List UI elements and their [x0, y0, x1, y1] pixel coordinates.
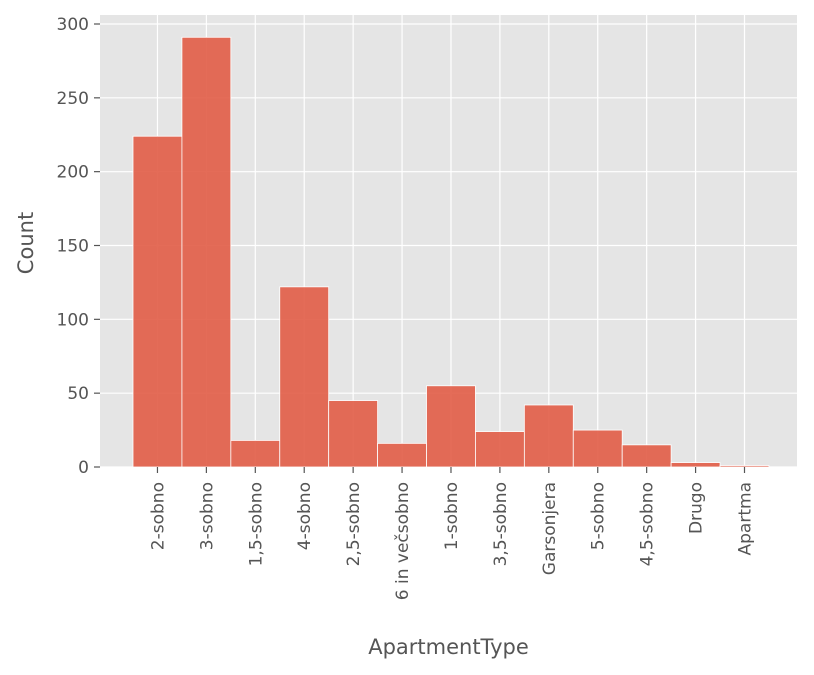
x-tick-label: 3-sobno: [197, 482, 217, 550]
y-tick-label: 300: [57, 15, 89, 35]
y-tick-label: 150: [57, 237, 89, 257]
x-tick-label: 3,5-sobno: [491, 482, 511, 566]
axis-ticks: 0 50 100 150 200 250 300 2-sobno 3-sobno 1,5-sobn…: [57, 15, 756, 600]
bar: [279, 286, 330, 468]
x-tick-label: 2-sobno: [148, 482, 168, 550]
x-tick-label: 4,5-sobno: [638, 482, 658, 566]
x-tick-label: 1-sobno: [442, 482, 462, 550]
bar: [377, 442, 427, 468]
y-tick-label: 200: [57, 163, 89, 183]
bar: [132, 135, 183, 468]
x-tick-label: Drugo: [687, 482, 707, 534]
bars: [132, 36, 770, 468]
x-tick-label: Garsonjera: [540, 482, 560, 575]
bar: [230, 440, 281, 468]
bar: [670, 462, 721, 468]
x-tick-label: 4-sobno: [295, 482, 315, 550]
bar: [621, 444, 672, 468]
x-tick-label: 5-sobno: [589, 482, 609, 550]
y-tick-label: 250: [57, 89, 89, 109]
bar: [475, 431, 525, 468]
bar: [523, 404, 574, 468]
y-tick-label: 100: [57, 310, 89, 330]
x-tick-label: 2,5-sobno: [344, 482, 364, 566]
bar: [719, 465, 770, 468]
bar: [181, 36, 232, 468]
x-tick-label: 6 in večsobno: [393, 482, 413, 600]
bar: [328, 400, 378, 468]
y-tick-label: 0: [78, 458, 89, 478]
x-axis-title: ApartmentType: [368, 635, 529, 659]
bar: [426, 385, 476, 468]
y-tick-label: 50: [67, 384, 89, 404]
y-axis-title: Count: [14, 212, 38, 274]
bar: [572, 429, 623, 468]
x-tick-label: 1,5-sobno: [246, 482, 266, 566]
x-tick-label: Apartma: [736, 482, 756, 555]
